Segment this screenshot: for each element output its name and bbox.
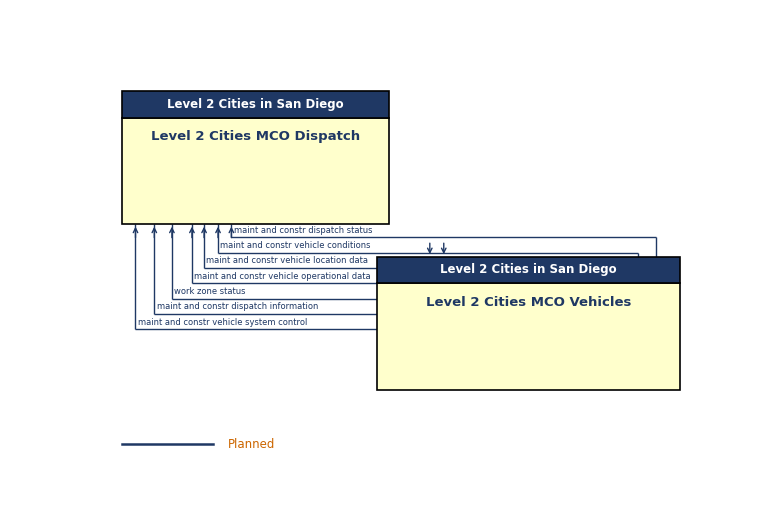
Text: maint and constr vehicle system control: maint and constr vehicle system control <box>138 318 307 327</box>
Text: maint and constr vehicle conditions: maint and constr vehicle conditions <box>221 241 371 250</box>
Text: maint and constr vehicle operational data: maint and constr vehicle operational dat… <box>194 272 371 281</box>
Text: work zone status: work zone status <box>175 287 246 296</box>
Bar <box>122 91 389 118</box>
Bar <box>377 257 680 283</box>
Text: Level 2 Cities MCO Vehicles: Level 2 Cities MCO Vehicles <box>426 296 631 309</box>
Text: Level 2 Cities in San Diego: Level 2 Cities in San Diego <box>440 264 617 276</box>
Text: maint and constr vehicle location data: maint and constr vehicle location data <box>207 256 369 266</box>
Text: maint and constr dispatch information: maint and constr dispatch information <box>157 302 318 311</box>
Text: Level 2 Cities in San Diego: Level 2 Cities in San Diego <box>168 98 344 111</box>
Text: Level 2 Cities MCO Dispatch: Level 2 Cities MCO Dispatch <box>151 130 360 144</box>
Bar <box>377 283 680 390</box>
Bar <box>122 118 389 224</box>
Text: maint and constr dispatch status: maint and constr dispatch status <box>234 226 372 235</box>
Text: Planned: Planned <box>229 438 276 451</box>
